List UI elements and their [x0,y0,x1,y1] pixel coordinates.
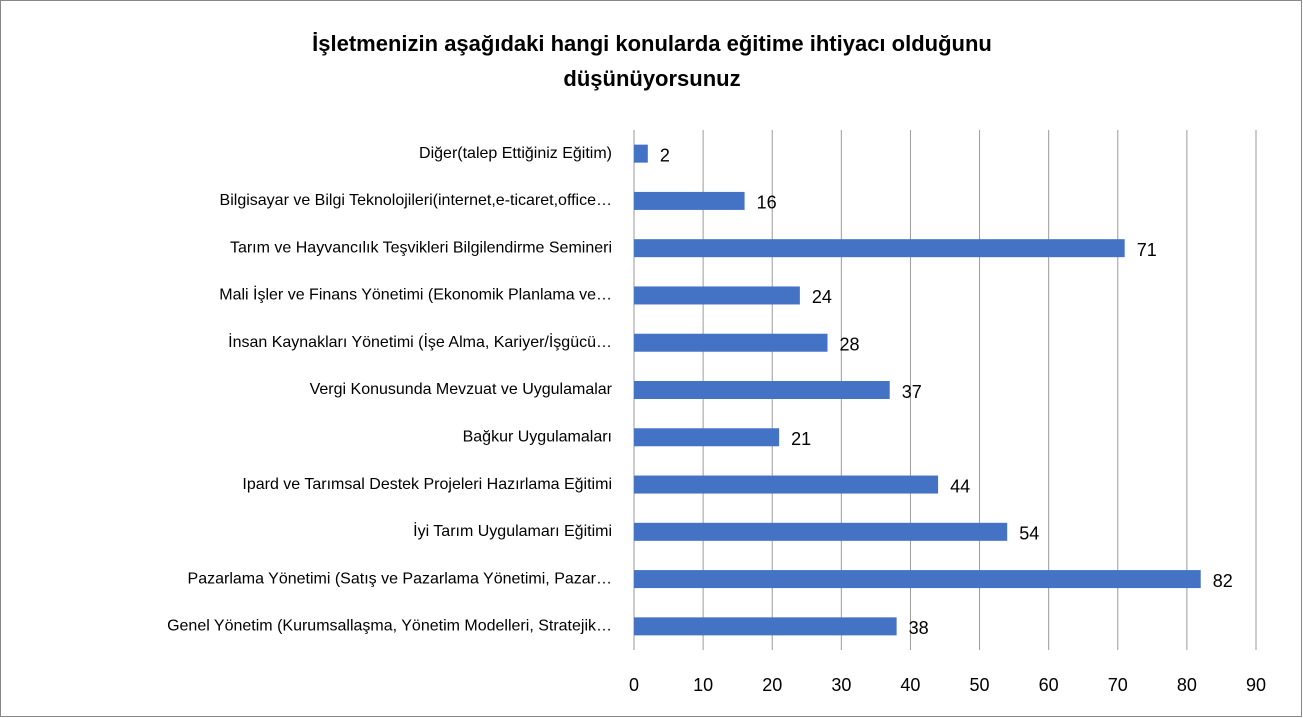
value-label: 82 [1213,571,1233,591]
x-tick-label: 50 [970,675,990,695]
y-tick-label: Diğer(talep Ettiğiniz Eğitim) [419,145,612,162]
bar [634,570,1201,589]
x-tick-label: 10 [693,675,713,695]
y-tick-label: İyi Tarım Uygulamarı Eğitimi [413,521,612,540]
y-tick-label: Bilgisayar ve Bilgi Teknolojileri(intern… [220,192,612,209]
value-label: 38 [909,618,929,638]
value-label: 37 [902,382,922,402]
y-tick-label: Vergi Konusunda Mevzuat ve Uygulamalar [310,381,613,398]
chart-title: düşünüyorsunuz [563,66,740,91]
y-tick-label: Ipard ve Tarımsal Destek Projeleri Hazır… [242,476,612,493]
bar [634,428,780,447]
chart-title: İşletmenizin aşağıdaki hangi konularda e… [312,31,992,56]
y-tick-label: Genel Yönetim (Kurumsallaşma, Yönetim Mo… [167,618,612,635]
x-tick-label: 60 [1039,675,1059,695]
x-tick-label: 0 [629,675,639,695]
value-label: 21 [791,429,811,449]
bar [634,617,897,636]
bar [634,286,800,305]
bar [634,191,745,210]
value-label: 16 [757,193,777,213]
y-tick-label: Mali İşler ve Finans Yönetimi (Ekonomik … [219,285,612,304]
x-tick-label: 30 [831,675,851,695]
bar [634,333,828,352]
bar [634,239,1125,258]
value-label: 71 [1137,240,1157,260]
x-tick-label: 40 [900,675,920,695]
x-tick-label: 70 [1108,675,1128,695]
bar [634,144,648,163]
y-tick-label: Bağkur Uygulamaları [463,428,612,445]
value-label: 2 [660,145,670,165]
value-label: 54 [1019,524,1039,544]
bar [634,475,939,494]
y-tick-label: Tarım ve Hayvancılık Teşvikleri Bilgilen… [230,239,612,256]
x-tick-label: 80 [1177,675,1197,695]
y-tick-label: İnsan Kaynakları Yönetimi (İşe Alma, Kar… [228,332,612,351]
value-label: 44 [950,476,970,496]
bar [634,381,890,399]
value-label: 28 [840,334,860,354]
x-tick-label: 20 [762,675,782,695]
x-tick-label: 90 [1246,675,1266,695]
bar [634,522,1008,541]
y-tick-label: Pazarlama Yönetimi (Satış ve Pazarlama Y… [188,570,612,587]
value-label: 24 [812,287,832,307]
